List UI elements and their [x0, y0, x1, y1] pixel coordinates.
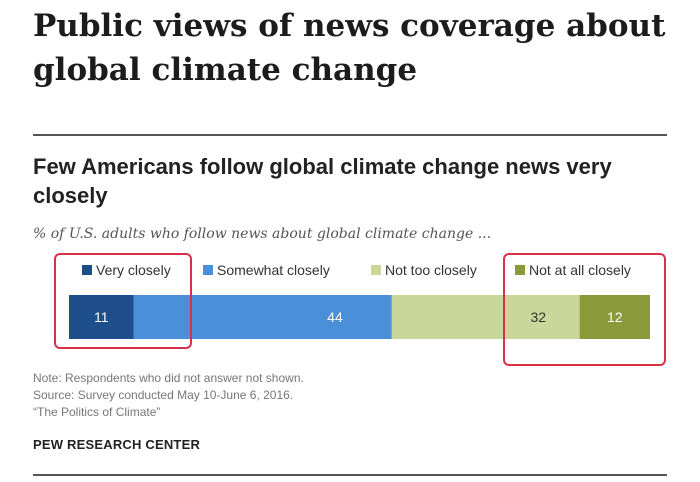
bar-label-not-too-closely: 32: [530, 309, 546, 325]
chart-legend: Very closely Somewhat closely Not too cl…: [0, 262, 700, 282]
legend-label: Very closely: [96, 262, 171, 278]
legend-swatch: [82, 265, 92, 275]
legend-item-very-closely: Very closely: [82, 262, 171, 278]
bottom-divider: [33, 474, 667, 476]
page-title: Public views of news coverage about glob…: [33, 8, 666, 88]
top-divider: [33, 134, 667, 136]
legend-swatch: [203, 265, 213, 275]
bar-label-somewhat-closely: 44: [327, 309, 343, 325]
chart-title: Few Americans follow global climate chan…: [33, 154, 612, 208]
legend-item-not-too-closely: Not too closely: [371, 262, 477, 278]
legend-label: Not too closely: [385, 262, 477, 278]
bar-segment-not-too-closely: [391, 295, 580, 339]
organization-name: PEW RESEARCH CENTER: [33, 437, 201, 452]
highlight-box-not-at-all-closely: [503, 253, 666, 366]
bar-segment-somewhat-closely: [133, 295, 392, 339]
note-text: Note: Respondents who did not answer not…: [33, 371, 304, 385]
legend-item-somewhat-closely: Somewhat closely: [203, 262, 330, 278]
legend-swatch: [515, 265, 525, 275]
stacked-bar-svg: 11 44 32 12: [69, 295, 650, 339]
highlight-box-very-closely: [54, 253, 192, 349]
chart-notes: Note: Respondents who did not answer not…: [33, 370, 304, 421]
bar-segment-not-at-all-closely: [579, 295, 650, 339]
legend-label: Not at all closely: [529, 262, 631, 278]
legend-item-not-at-all-closely: Not at all closely: [515, 262, 631, 278]
bar-label-not-at-all-closely: 12: [607, 309, 623, 325]
legend-swatch: [371, 265, 381, 275]
bar-label-very-closely: 11: [94, 309, 109, 325]
report-text: “The Politics of Climate”: [33, 405, 161, 419]
source-text: Source: Survey conducted May 10-June 6, …: [33, 388, 294, 402]
stacked-bar: 11 44 32 12: [69, 295, 650, 339]
bar-segment-very-closely: [69, 295, 134, 339]
chart-subtitle: % of U.S. adults who follow news about g…: [33, 226, 492, 242]
legend-label: Somewhat closely: [217, 262, 330, 278]
